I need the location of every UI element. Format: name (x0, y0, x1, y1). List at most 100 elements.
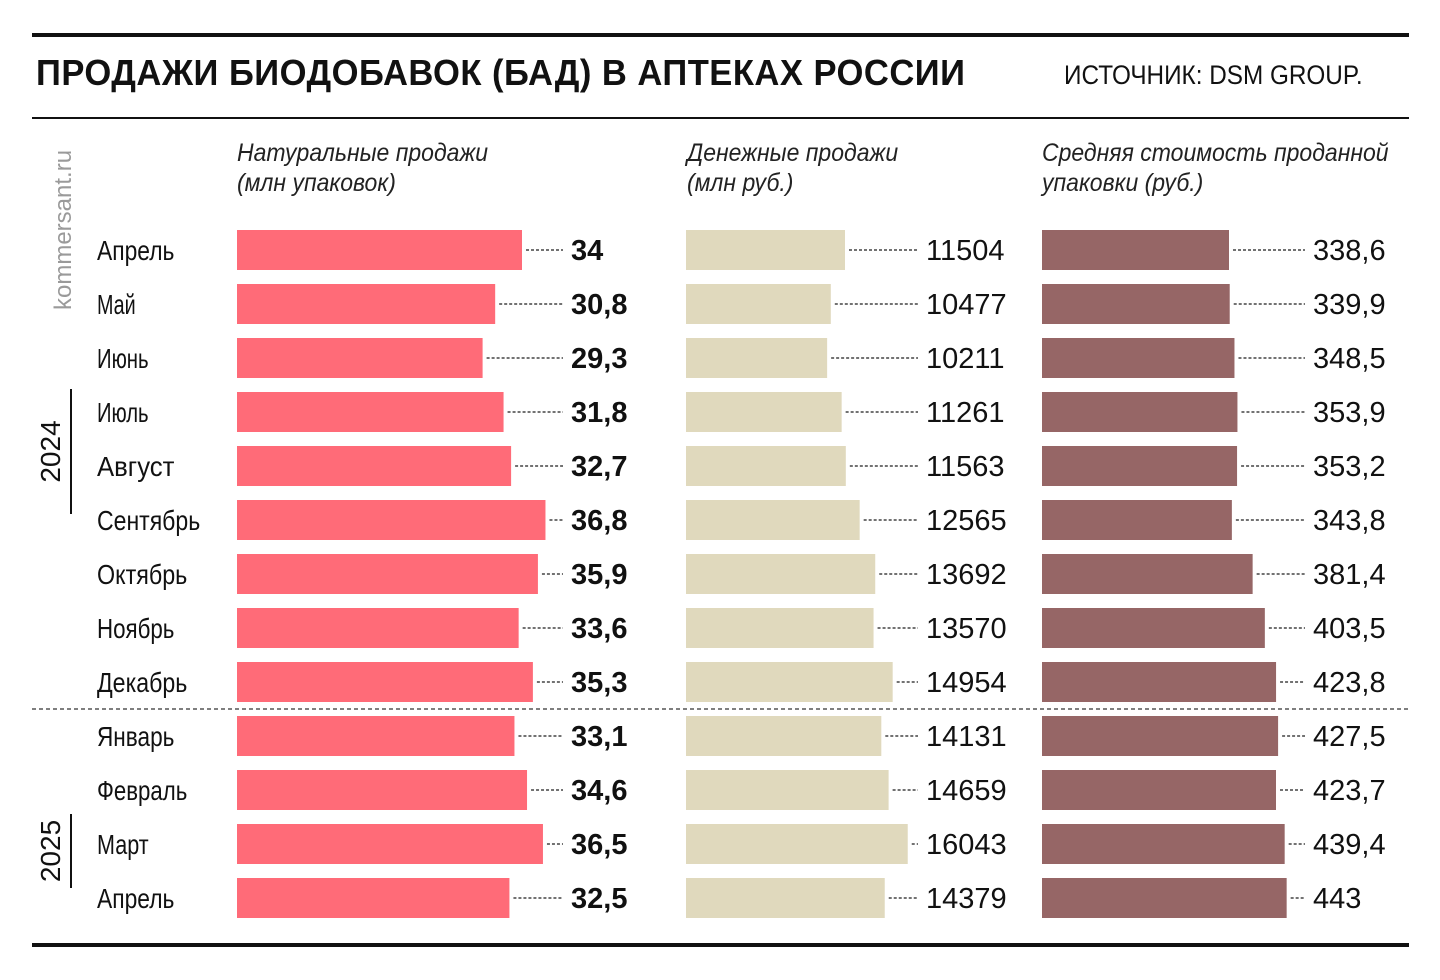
bar-money (686, 500, 860, 540)
month-label: Июль (97, 397, 149, 428)
value-label-units: 30,8 (571, 289, 627, 321)
value-label-units: 35,9 (571, 559, 627, 591)
bar-price (1042, 824, 1285, 864)
bottom-rule (32, 943, 1409, 947)
bar-units (237, 824, 543, 864)
value-label-units: 32,7 (571, 451, 627, 483)
month-label: Март (97, 829, 149, 860)
panel-title-price: Средняя стоимость проданной упаковки (ру… (1042, 139, 1389, 197)
bar-price (1042, 392, 1238, 432)
bar-money (686, 554, 876, 594)
chart-title: ПРОДАЖИ БИОДОБАВОК (БАД) В АПТЕКАХ РОССИ… (36, 52, 966, 93)
value-label-money: 11504 (926, 235, 1005, 267)
month-label: Октябрь (97, 559, 187, 590)
month-label: Май (97, 289, 136, 320)
header-rule (32, 117, 1409, 119)
month-label: Апрель (97, 883, 174, 914)
month-label: Февраль (97, 775, 187, 806)
value-label-price: 423,8 (1313, 667, 1386, 699)
bar-units (237, 338, 483, 378)
value-label-price: 353,2 (1313, 451, 1386, 483)
bar-units (237, 554, 538, 594)
value-label-money: 10211 (926, 343, 1005, 375)
month-label: Сентябрь (97, 505, 200, 536)
value-label-money: 16043 (926, 829, 1007, 861)
bar-money (686, 824, 908, 864)
value-label-price: 339,9 (1313, 289, 1386, 321)
bar-units (237, 608, 519, 648)
top-rule (32, 33, 1409, 37)
value-label-price: 403,5 (1313, 613, 1386, 645)
value-label-price: 343,8 (1313, 505, 1386, 537)
bar-price (1042, 608, 1265, 648)
bar-units (237, 662, 533, 702)
value-label-price: 348,5 (1313, 343, 1386, 375)
bar-units (237, 446, 512, 486)
value-label-price: 381,4 (1313, 559, 1386, 591)
bar-price (1042, 770, 1276, 810)
bar-money (686, 230, 845, 270)
bar-money (686, 716, 882, 756)
value-label-units: 34,6 (571, 775, 627, 807)
year-label: 2024 (35, 420, 66, 482)
month-label: Декабрь (97, 667, 187, 698)
bar-price (1042, 230, 1229, 270)
value-label-units: 31,8 (571, 397, 627, 429)
panel-title-money: Денежные продажи (млн руб.) (687, 139, 899, 197)
bar-units (237, 878, 510, 918)
panel-title-units: Натуральные продажи (млн упаковок) (237, 139, 489, 197)
bar-money (686, 446, 846, 486)
month-label: Апрель (97, 235, 174, 266)
bar-units (237, 770, 528, 810)
value-label-money: 14379 (926, 883, 1007, 915)
bar-units (237, 716, 515, 756)
month-label: Ноябрь (97, 613, 174, 644)
value-label-money: 14659 (926, 775, 1007, 807)
bar-price (1042, 284, 1230, 324)
bar-price (1042, 554, 1253, 594)
bar-price (1042, 716, 1279, 756)
bar-money (686, 770, 889, 810)
value-label-units: 36,5 (571, 829, 627, 861)
value-label-units: 29,3 (571, 343, 627, 375)
value-label-money: 12565 (926, 505, 1007, 537)
value-label-units: 35,3 (571, 667, 627, 699)
value-label-money: 14131 (926, 721, 1007, 753)
value-label-units: 34 (571, 235, 603, 267)
value-label-units: 33,1 (571, 721, 627, 753)
bar-price (1042, 500, 1232, 540)
bar-units (237, 392, 504, 432)
bar-money (686, 878, 885, 918)
value-label-price: 427,5 (1313, 721, 1386, 753)
bar-price (1042, 662, 1277, 702)
bar-money (686, 608, 874, 648)
value-label-units: 36,8 (571, 505, 627, 537)
value-label-units: 32,5 (571, 883, 627, 915)
value-label-price: 353,9 (1313, 397, 1386, 429)
value-label-money: 10477 (926, 289, 1007, 321)
value-label-units: 33,6 (571, 613, 627, 645)
bar-money (686, 392, 842, 432)
value-label-price: 423,7 (1313, 775, 1386, 807)
bar-money (686, 284, 831, 324)
value-label-money: 14954 (926, 667, 1007, 699)
source-note: ИСТОЧНИК: DSM GROUP. (1064, 60, 1363, 90)
bar-price (1042, 338, 1235, 378)
value-label-price: 338,6 (1313, 235, 1386, 267)
value-label-price: 439,4 (1313, 829, 1386, 861)
bar-units (237, 284, 496, 324)
month-label: Январь (97, 721, 174, 752)
year-label: 2025 (35, 820, 66, 882)
value-label-money: 11261 (926, 397, 1005, 429)
month-label: Август (97, 451, 175, 482)
bar-price (1042, 878, 1287, 918)
month-label: Июнь (97, 343, 149, 374)
bar-units (237, 230, 522, 270)
bar-money (686, 338, 828, 378)
value-label-money: 13692 (926, 559, 1007, 591)
value-label-money: 11563 (926, 451, 1005, 483)
bar-money (686, 662, 893, 702)
bar-units (237, 500, 546, 540)
bar-price (1042, 446, 1238, 486)
